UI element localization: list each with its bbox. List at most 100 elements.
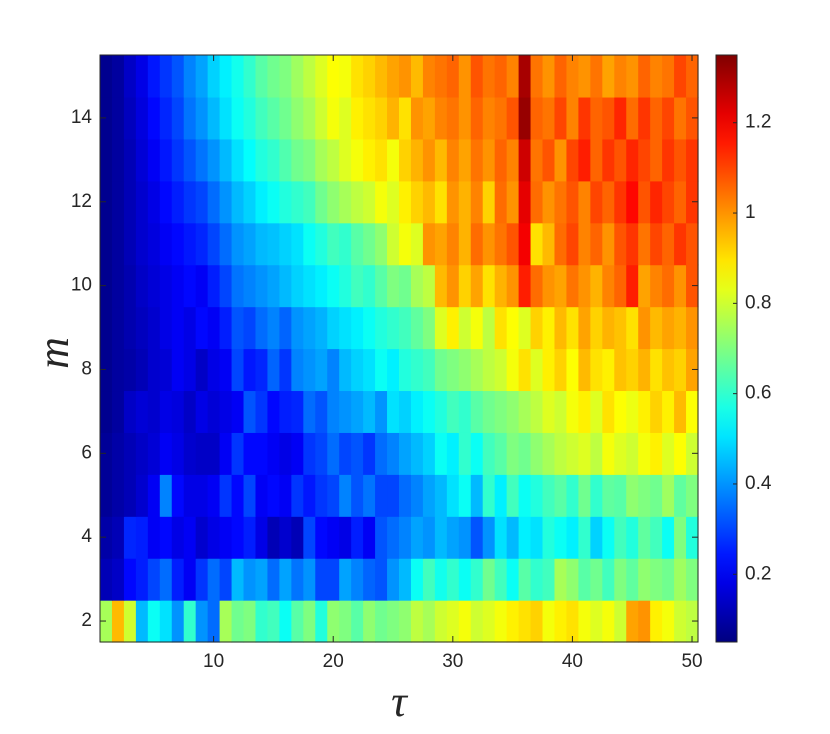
heatmap-cell bbox=[470, 432, 484, 475]
heatmap-cell bbox=[458, 516, 472, 559]
heatmap-cell bbox=[638, 180, 651, 224]
heatmap-cell bbox=[674, 516, 687, 559]
heatmap-cell bbox=[195, 558, 209, 601]
heatmap-cell bbox=[351, 55, 364, 98]
heatmap-cell bbox=[482, 55, 496, 98]
heatmap-cell bbox=[494, 516, 508, 559]
heatmap-cell bbox=[590, 390, 603, 433]
heatmap-cell bbox=[147, 558, 161, 601]
heatmap-cell bbox=[566, 474, 579, 517]
heatmap-cell bbox=[650, 600, 663, 643]
heatmap-cell bbox=[267, 264, 280, 308]
heatmap-cell bbox=[315, 432, 328, 475]
heatmap-cell bbox=[207, 96, 221, 140]
heatmap-cell bbox=[279, 306, 292, 350]
heatmap-cell bbox=[123, 348, 137, 392]
heatmap-cell bbox=[542, 390, 556, 433]
x-tick-label: 50 bbox=[681, 651, 702, 672]
heatmap-cell bbox=[291, 390, 304, 433]
heatmap-cell bbox=[446, 55, 460, 98]
heatmap-cell bbox=[626, 474, 639, 517]
heatmap-cell bbox=[303, 474, 316, 517]
heatmap-cell bbox=[267, 432, 280, 475]
heatmap-cell bbox=[494, 348, 508, 392]
heatmap-cell bbox=[674, 474, 687, 517]
heatmap-cell bbox=[399, 558, 412, 601]
heatmap-cell bbox=[470, 138, 484, 182]
heatmap-cell bbox=[410, 55, 424, 98]
colorbar-tick-label: 0.4 bbox=[745, 473, 772, 494]
heatmap-cell bbox=[375, 558, 388, 601]
heatmap-cell bbox=[387, 55, 400, 98]
heatmap-cell bbox=[530, 432, 544, 475]
heatmap-cell bbox=[399, 306, 412, 350]
heatmap-cell bbox=[494, 264, 508, 308]
heatmap-cell bbox=[291, 264, 304, 308]
heatmap-cell bbox=[387, 138, 400, 182]
heatmap-cell bbox=[243, 600, 257, 643]
heatmap-cell bbox=[518, 55, 532, 98]
heatmap-cell bbox=[315, 348, 328, 392]
heatmap-cell bbox=[111, 432, 125, 475]
heatmap-cell bbox=[351, 516, 364, 559]
heatmap-cell bbox=[518, 432, 532, 475]
heatmap-cell bbox=[387, 390, 400, 433]
heatmap-cell bbox=[147, 516, 161, 559]
heatmap-cell bbox=[662, 96, 675, 140]
x-tick-label: 40 bbox=[562, 651, 583, 672]
heatmap-cell bbox=[554, 222, 568, 266]
heatmap-cell bbox=[363, 306, 376, 350]
colorbar-tick-label: 1 bbox=[745, 202, 756, 223]
heatmap-cell bbox=[434, 55, 448, 98]
heatmap-cell bbox=[123, 390, 137, 433]
heatmap-cell bbox=[255, 600, 269, 643]
heatmap-cell bbox=[123, 474, 137, 517]
heatmap-cell bbox=[686, 138, 699, 182]
heatmap-cell bbox=[315, 390, 328, 433]
heatmap-cell bbox=[578, 348, 591, 392]
heatmap-cell bbox=[207, 516, 221, 559]
heatmap-cell bbox=[566, 180, 579, 224]
heatmap-cell bbox=[494, 558, 508, 601]
heatmap-cell bbox=[650, 390, 663, 433]
heatmap-cell bbox=[494, 474, 508, 517]
heatmap-cell bbox=[662, 348, 675, 392]
heatmap-cell bbox=[470, 264, 484, 308]
heatmap-cell bbox=[255, 55, 269, 98]
heatmap-cell bbox=[482, 138, 496, 182]
heatmap-cell bbox=[458, 138, 472, 182]
y-axis-label: m bbox=[29, 337, 78, 369]
heatmap-cell bbox=[602, 222, 615, 266]
heatmap-cell bbox=[111, 55, 125, 98]
heatmap-cell bbox=[303, 390, 316, 433]
heatmap-cell bbox=[566, 222, 579, 266]
heatmap-cell bbox=[494, 306, 508, 350]
heatmap-cell bbox=[171, 600, 185, 643]
heatmap-cell bbox=[399, 474, 412, 517]
heatmap-cell bbox=[602, 474, 615, 517]
x-tick-label: 30 bbox=[442, 651, 463, 672]
heatmap-cell bbox=[614, 55, 627, 98]
x-tick-label: 10 bbox=[203, 651, 224, 672]
heatmap-cell bbox=[482, 600, 496, 643]
heatmap-cell bbox=[554, 180, 568, 224]
heatmap-cell bbox=[135, 55, 149, 98]
heatmap-cell bbox=[243, 180, 257, 224]
heatmap-cell bbox=[578, 432, 591, 475]
heatmap-cell bbox=[327, 390, 340, 433]
heatmap-cell bbox=[506, 600, 520, 643]
heatmap-cell bbox=[375, 432, 388, 475]
heatmap-cell bbox=[195, 138, 209, 182]
heatmap-cell bbox=[422, 558, 436, 601]
heatmap-cell bbox=[267, 516, 280, 559]
heatmap-cell bbox=[351, 558, 364, 601]
heatmap-cell bbox=[686, 55, 699, 98]
heatmap-cell bbox=[542, 138, 556, 182]
heatmap-cell bbox=[279, 264, 292, 308]
heatmap-cell bbox=[339, 306, 352, 350]
heatmap-cell bbox=[410, 180, 424, 224]
heatmap-cell bbox=[243, 138, 257, 182]
heatmap-cell bbox=[303, 600, 316, 643]
heatmap-cell bbox=[590, 96, 603, 140]
